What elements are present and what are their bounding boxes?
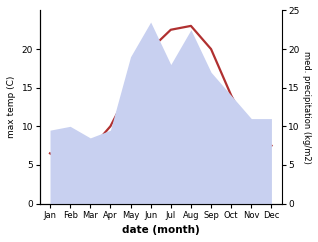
Y-axis label: max temp (C): max temp (C) bbox=[7, 76, 16, 138]
X-axis label: date (month): date (month) bbox=[122, 225, 200, 235]
Y-axis label: med. precipitation (kg/m2): med. precipitation (kg/m2) bbox=[302, 51, 311, 163]
